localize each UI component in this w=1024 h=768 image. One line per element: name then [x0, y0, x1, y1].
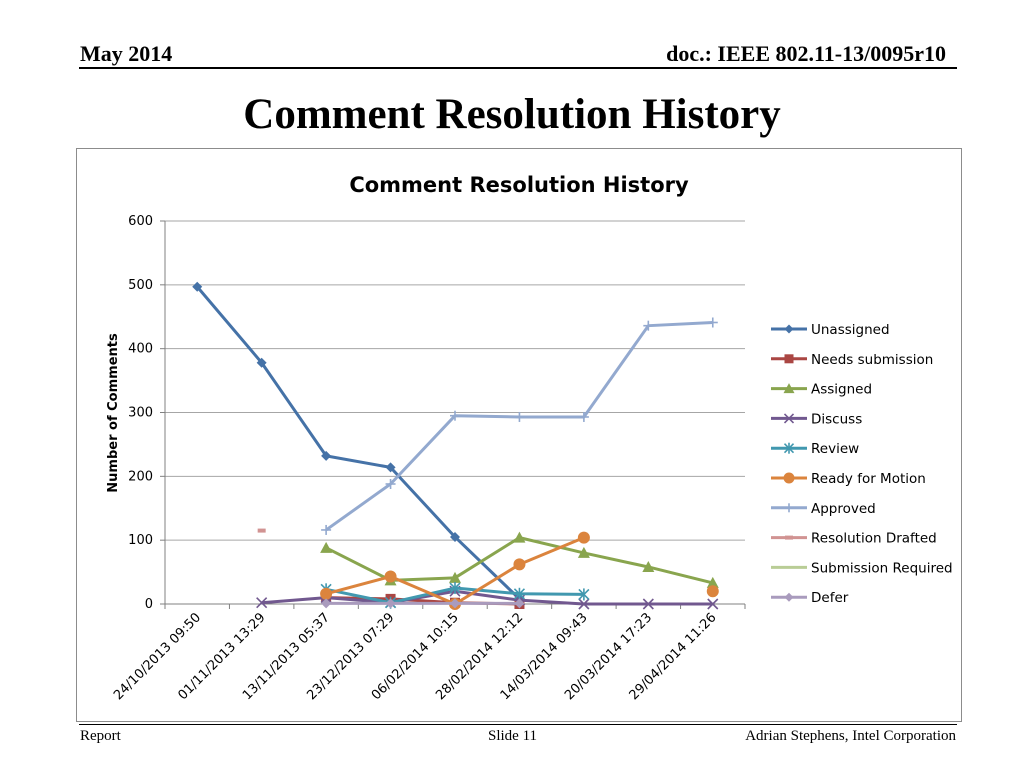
data-point [385, 478, 396, 489]
data-point [577, 546, 590, 558]
legend-item: Approved [771, 501, 876, 517]
data-point [513, 587, 526, 600]
data-point [514, 411, 525, 422]
data-point [256, 597, 268, 609]
data-point [707, 598, 719, 610]
data-point [578, 598, 590, 610]
series-line [261, 589, 713, 606]
legend-item: Discuss [771, 411, 862, 427]
data-point [707, 317, 718, 328]
slide-number: Slide 11 [488, 728, 538, 744]
chart-title: Comment Resolution History [349, 173, 689, 197]
series-resolution-drafted [257, 528, 266, 533]
legend-label: Unassigned [811, 322, 890, 338]
data-point [256, 357, 267, 368]
data-point [783, 413, 795, 424]
data-point [513, 558, 526, 571]
data-point [578, 411, 589, 422]
y-tick-label: 100 [128, 533, 153, 548]
legend-label: Assigned [811, 382, 872, 398]
data-point [784, 324, 794, 334]
legend-label: Submission Required [811, 560, 953, 576]
data-point [320, 587, 333, 600]
data-point [784, 592, 794, 602]
legend-label: Discuss [811, 411, 862, 427]
series-lines [192, 281, 719, 610]
y-tick-label: 200 [128, 469, 153, 484]
series-unassigned [192, 281, 525, 604]
legend-item: Submission Required [771, 560, 953, 576]
data-point [783, 442, 795, 454]
data-point [257, 528, 266, 533]
header-rule [79, 67, 957, 69]
data-point [320, 541, 333, 553]
data-point [450, 410, 460, 421]
data-point [513, 531, 526, 543]
data-point [450, 598, 460, 609]
series-approved [321, 317, 718, 535]
y-tick-label: 300 [128, 406, 153, 421]
series-line [325, 320, 713, 532]
data-point [321, 598, 332, 609]
data-point [321, 524, 332, 535]
data-point [783, 383, 795, 394]
header-date: May 2014 [80, 41, 173, 66]
data-point [785, 535, 793, 540]
data-point [706, 585, 719, 598]
legend-label: Approved [811, 501, 876, 517]
data-point [784, 354, 794, 364]
data-point [449, 571, 461, 583]
legend-item: Unassigned [771, 322, 890, 338]
y-tick-label: 600 [128, 214, 153, 229]
legend-item: Needs submission [771, 352, 933, 368]
y-tick-label: 400 [128, 342, 153, 357]
data-point [642, 598, 654, 610]
legend-item: Resolution Drafted [771, 531, 937, 547]
data-point [706, 576, 719, 588]
legend-label: Review [811, 441, 859, 457]
legend-item: Assigned [771, 382, 872, 398]
legend-label: Needs submission [811, 352, 933, 368]
legend: Unassigned Needs submission Assigned Discus… [771, 322, 953, 606]
data-point [642, 560, 655, 572]
data-point [385, 598, 396, 609]
data-point [449, 582, 461, 595]
series-defer [321, 598, 525, 609]
slide-title: Comment Resolution History [243, 91, 781, 138]
data-point [384, 570, 397, 583]
legend-label: Ready for Motion [811, 471, 926, 487]
chart-frame: Comment Resolution History Number of Com… [76, 148, 962, 722]
y-axis-label: Number of Comments [106, 333, 121, 493]
legend-label: Resolution Drafted [811, 531, 937, 547]
data-point [321, 450, 332, 461]
y-tick-label: 0 [145, 597, 153, 612]
footer-label: Report [80, 728, 121, 744]
data-point [643, 320, 654, 331]
data-point [784, 503, 794, 513]
legend-item: Review [771, 441, 859, 457]
data-point [514, 598, 525, 609]
footer-author: Adrian Stephens, Intel Corporation [745, 728, 956, 744]
data-point [577, 531, 590, 544]
data-point [578, 588, 590, 601]
legend-item: Defer [771, 590, 849, 606]
footer-rule [79, 724, 957, 725]
legend-label: Defer [811, 590, 849, 606]
gridlines [165, 220, 745, 541]
series-line [196, 285, 521, 600]
data-point [783, 472, 795, 484]
legend-item: Ready for Motion [771, 471, 926, 487]
data-point [192, 281, 203, 292]
y-tick-label: 500 [128, 278, 153, 293]
line-chart: Comment Resolution History Number of Com… [106, 173, 953, 703]
header-doc-id: doc.: IEEE 802.11-13/0095r10 [666, 41, 946, 66]
data-point [450, 531, 460, 542]
data-point [385, 462, 396, 473]
